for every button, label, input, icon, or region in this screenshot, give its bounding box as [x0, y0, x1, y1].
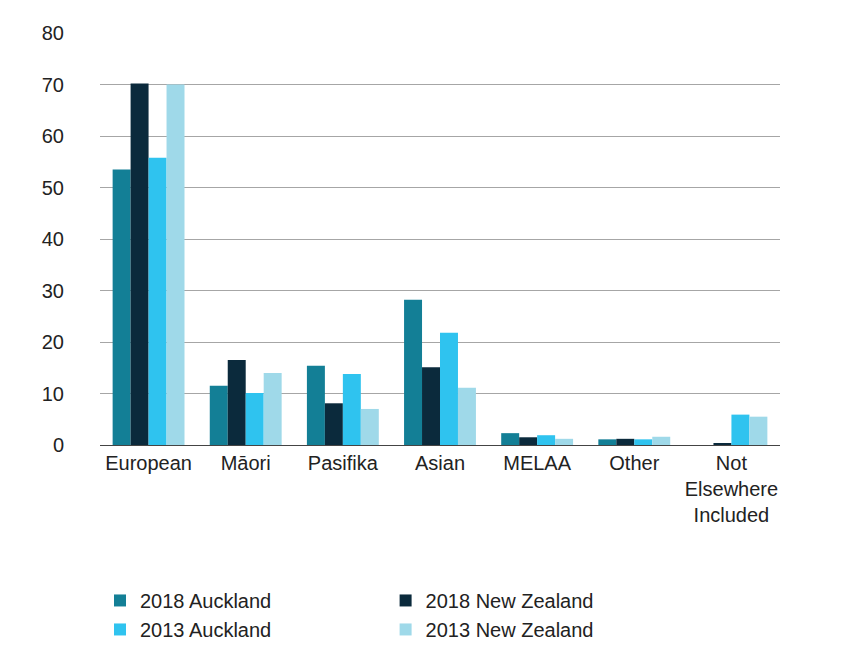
svg-text:70: 70	[42, 74, 64, 96]
svg-text:Other: Other	[609, 452, 659, 474]
svg-text:50: 50	[42, 177, 64, 199]
svg-text:30: 30	[42, 280, 64, 302]
svg-text:80: 80	[42, 22, 64, 44]
svg-text:2013 New Zealand: 2013 New Zealand	[426, 619, 594, 641]
svg-text:2013 Auckland: 2013 Auckland	[140, 619, 271, 641]
svg-text:2018 Auckland: 2018 Auckland	[140, 590, 271, 612]
svg-text:0: 0	[53, 434, 64, 456]
svg-text:NotElsewhereIncluded: NotElsewhereIncluded	[685, 452, 778, 526]
svg-text:40: 40	[42, 228, 64, 250]
svg-text:2018 New Zealand: 2018 New Zealand	[426, 590, 594, 612]
svg-text:60: 60	[42, 125, 64, 147]
svg-text:MELAA: MELAA	[503, 452, 571, 474]
svg-text:20: 20	[42, 331, 64, 353]
svg-text:Pasifika: Pasifika	[308, 452, 379, 474]
svg-text:10: 10	[42, 383, 64, 405]
svg-text:Asian: Asian	[415, 452, 465, 474]
svg-text:European: European	[105, 452, 192, 474]
svg-text:Māori: Māori	[221, 452, 271, 474]
